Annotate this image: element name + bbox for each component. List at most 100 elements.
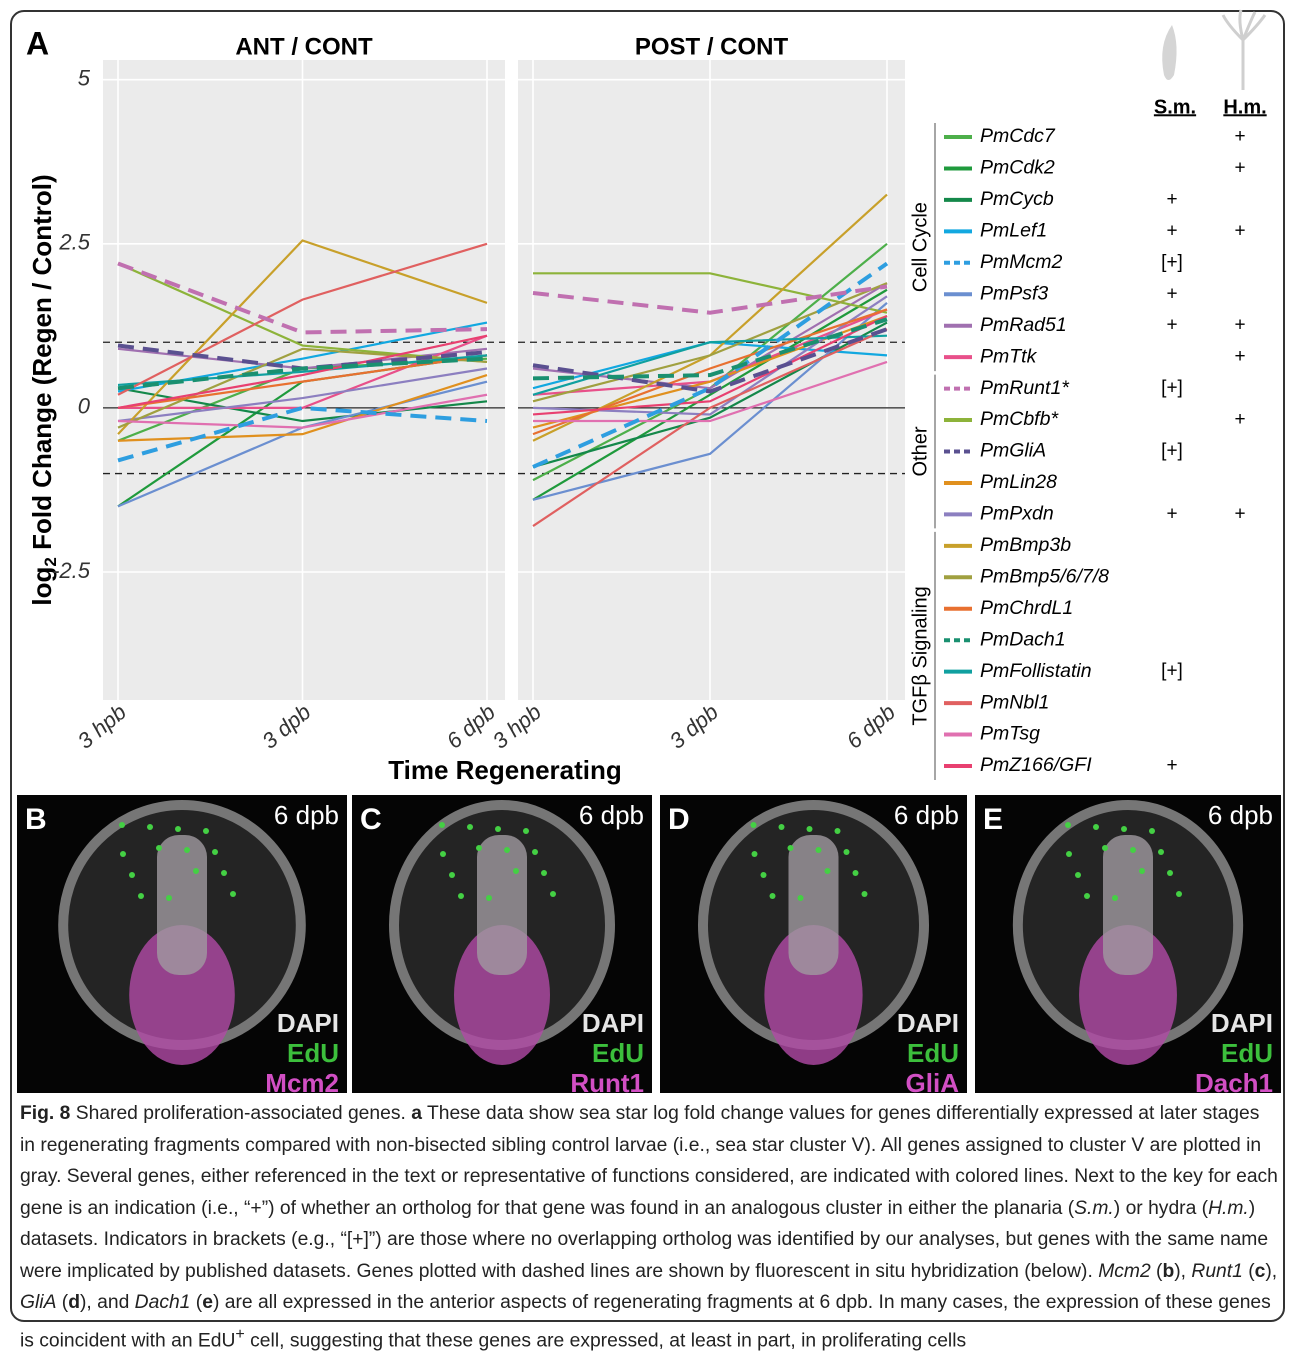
caption-text: S.m.: [1074, 1198, 1114, 1219]
x-tick-label: 3 dpb: [665, 699, 723, 754]
image-label: C: [360, 803, 382, 836]
edu-spot: [513, 868, 519, 874]
edu-spot: [495, 826, 501, 832]
caption-text: H.m.: [1208, 1198, 1249, 1219]
edu-spot: [1176, 891, 1182, 897]
plot-background: [103, 60, 505, 700]
caption-text: +: [235, 1325, 244, 1343]
ortholog-mark: +: [1166, 315, 1177, 336]
legend-label: PmGliA: [980, 440, 1046, 462]
stain-label: EdU: [592, 1038, 644, 1068]
legend-label: PmRad51: [980, 314, 1067, 336]
edu-spot: [476, 845, 482, 851]
edu-spot: [166, 895, 172, 901]
ortholog-header: H.m.: [1223, 96, 1266, 118]
image-stage: 6 dpb: [894, 800, 959, 830]
edu-spot: [779, 824, 785, 830]
edu-spot: [1139, 868, 1145, 874]
edu-spot: [129, 872, 135, 878]
edu-spot: [541, 870, 547, 876]
caption-text: GliA: [20, 1292, 56, 1313]
edu-spot: [844, 849, 850, 855]
edu-spot: [752, 851, 758, 857]
stain-label: Runt1: [570, 1068, 644, 1095]
edu-spot: [184, 847, 190, 853]
image-label: D: [668, 803, 690, 836]
legend-label: PmRunt1*: [980, 377, 1070, 399]
ortholog-mark: +: [1234, 157, 1245, 178]
edu-spot: [119, 822, 125, 828]
legend-label: PmLef1: [980, 220, 1047, 242]
legend-label: PmPsf3: [980, 282, 1048, 304]
edu-spot: [835, 828, 841, 834]
y-tick-label: 2.5: [58, 230, 90, 255]
y-tick-label: -2.5: [52, 558, 91, 583]
caption-text: Runt1: [1191, 1261, 1242, 1282]
figure: A Time Regenerating log2 Fold Change (Re…: [0, 0, 1295, 1095]
group-label: TGFβ Signaling: [909, 586, 931, 725]
caption-text: d: [68, 1292, 80, 1313]
legend-label: PmMcm2: [980, 251, 1062, 273]
ortholog-mark: [+]: [1161, 441, 1183, 462]
caption-text: ),: [1174, 1261, 1191, 1282]
edu-spot: [807, 826, 813, 832]
edu-spot: [221, 870, 227, 876]
hydra-icon: [1223, 10, 1265, 90]
caption: Fig. 8 Shared proliferation-associated g…: [20, 1098, 1278, 1356]
ortholog-mark: +: [1234, 126, 1245, 147]
ortholog-header: S.m.: [1154, 96, 1196, 118]
ortholog-mark: +: [1166, 189, 1177, 210]
legend-label: PmChrdL1: [980, 597, 1073, 619]
legend-label: PmBmp3b: [980, 534, 1071, 556]
edu-spot: [449, 872, 455, 878]
edu-spot: [853, 870, 859, 876]
stain-label: EdU: [287, 1038, 339, 1068]
edu-spot: [440, 851, 446, 857]
caption-text: Fig. 8: [20, 1103, 70, 1124]
caption-text: Shared proliferation-associated genes.: [70, 1103, 411, 1124]
legend-label: PmTtk: [980, 345, 1038, 367]
ortholog-mark: +: [1234, 503, 1245, 524]
edu-spot: [193, 868, 199, 874]
facet-title: ANT / CONT: [235, 33, 373, 60]
legend-label: PmBmp5/6/7/8: [980, 565, 1109, 587]
y-tick-label: 5: [78, 66, 91, 91]
caption-text: Mcm2: [1098, 1261, 1151, 1282]
edu-spot: [504, 847, 510, 853]
edu-spot: [1149, 828, 1155, 834]
legend-label: PmFollistatin: [980, 660, 1092, 682]
edu-spot: [212, 849, 218, 855]
legend-label: PmDach1: [980, 628, 1066, 650]
larva-gut: [789, 835, 839, 975]
edu-spot: [788, 845, 794, 851]
stain-label: Dach1: [1195, 1068, 1273, 1095]
edu-spot: [751, 822, 757, 828]
caption-text: (: [1151, 1261, 1163, 1282]
ortholog-mark: +: [1234, 315, 1245, 336]
stain-label: EdU: [1221, 1038, 1273, 1068]
edu-spot: [486, 895, 492, 901]
facet-title: POST / CONT: [635, 33, 789, 60]
edu-spot: [1167, 870, 1173, 876]
caption-text: ), and: [80, 1292, 135, 1313]
legend-label: PmTsg: [980, 723, 1040, 745]
legend-label: PmLin28: [980, 471, 1057, 493]
caption-text: (: [1243, 1261, 1255, 1282]
stain-label: Mcm2: [265, 1068, 339, 1095]
caption-text: c: [1255, 1261, 1266, 1282]
edu-spot: [147, 824, 153, 830]
x-tick-label: 6 dpb: [842, 699, 900, 754]
edu-spot: [203, 828, 209, 834]
y-axis-label: log2 Fold Change (Regen / Control): [27, 174, 61, 605]
x-tick-label: 3 hpb: [488, 699, 546, 754]
caption-text: Fold Change (Regen / Control): [27, 174, 57, 557]
stain-label: GliA: [906, 1068, 960, 1095]
caption-text: ),: [1265, 1261, 1277, 1282]
edu-spot: [1065, 822, 1071, 828]
edu-spot: [532, 849, 538, 855]
ortholog-mark: +: [1166, 220, 1177, 241]
caption-text: Dach1: [135, 1292, 191, 1313]
larva-gut: [477, 835, 527, 975]
ortholog-mark: [+]: [1161, 252, 1183, 273]
edu-spot: [458, 893, 464, 899]
